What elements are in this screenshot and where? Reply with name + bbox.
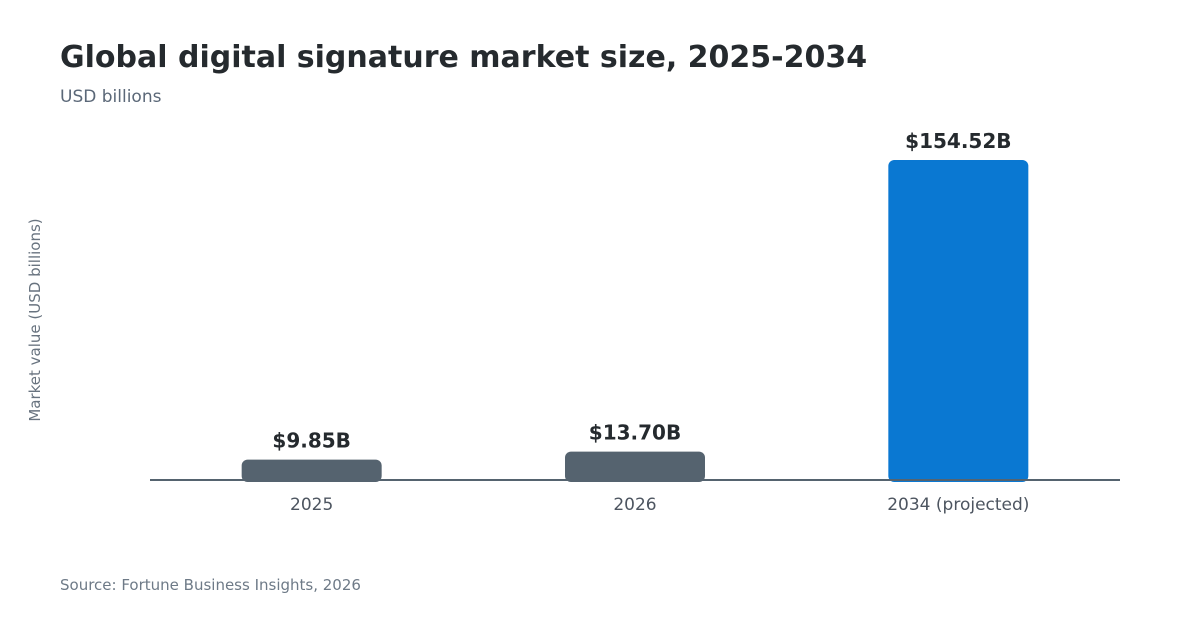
x-tick-label-1: 2026 <box>613 495 656 515</box>
bar-0 <box>241 459 382 482</box>
bars-group: $9.85B 2025 $13.70B 2026 $154.52B 2034 (proje… <box>241 129 1029 515</box>
chart-subtitle: USD billions <box>60 87 162 107</box>
bar-value-label-0: $9.85B <box>272 429 351 453</box>
bar-value-label-1: $13.70B <box>589 421 681 445</box>
x-tick-label-0: 2025 <box>290 495 333 515</box>
chart-title: Global digital signature market size, 20… <box>60 40 868 75</box>
x-tick-label-2: 2034 (projected) <box>887 495 1029 515</box>
source-note: Source: Fortune Business Insights, 2026 <box>60 576 361 594</box>
bar-2 <box>888 160 1029 482</box>
bar-value-label-2: $154.52B <box>905 129 1011 153</box>
bar-1 <box>565 451 705 482</box>
